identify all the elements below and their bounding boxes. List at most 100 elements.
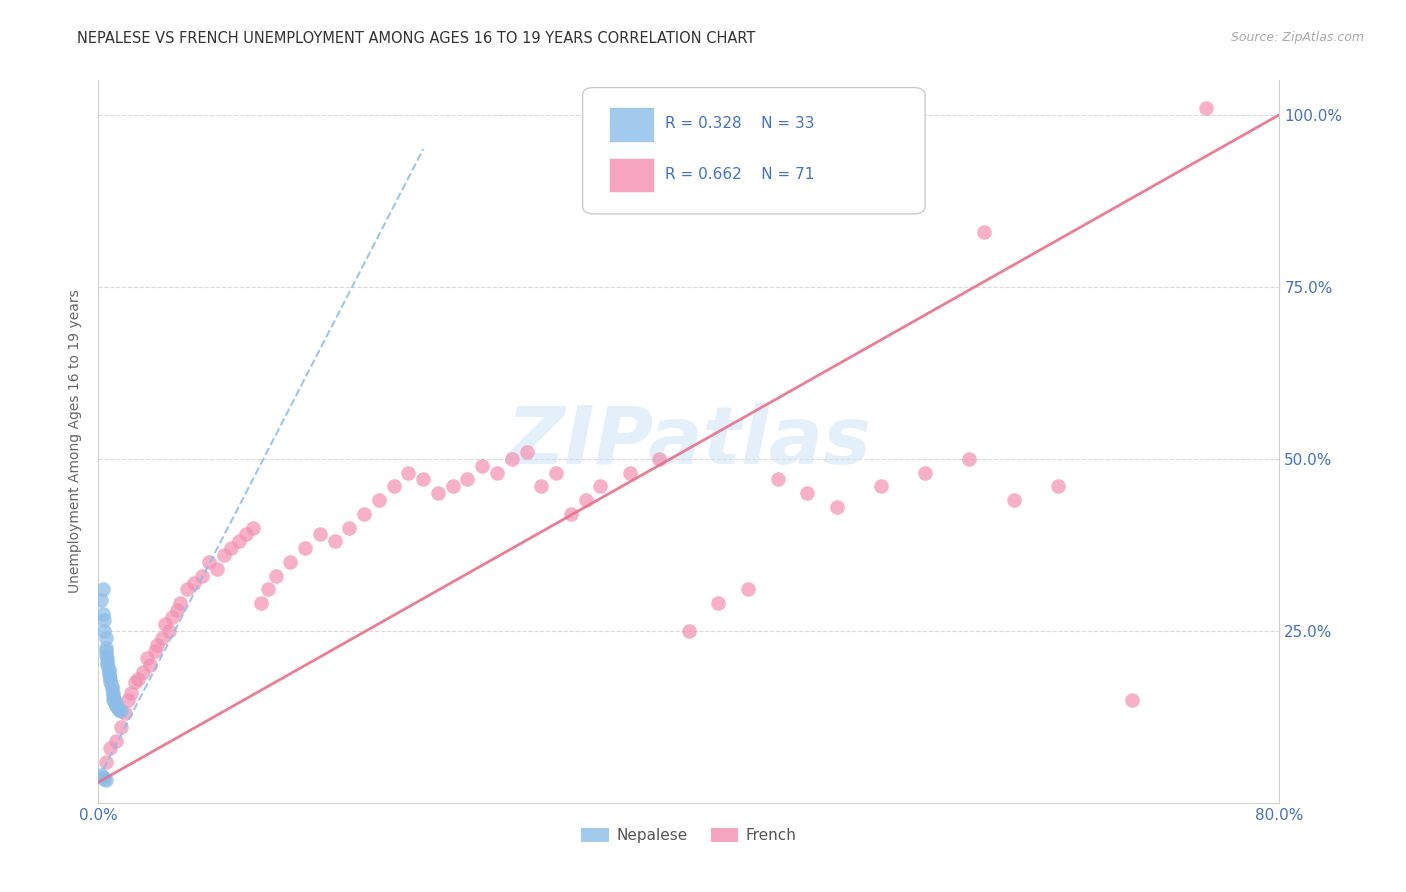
Point	[150, 631, 173, 645]
Point	[280, 555, 302, 569]
Point	[98, 672, 121, 686]
Point	[250, 596, 273, 610]
Point	[1121, 692, 1143, 706]
Point	[105, 699, 128, 714]
Point	[169, 596, 191, 610]
Point	[93, 772, 115, 786]
Point	[501, 451, 523, 466]
Point	[96, 655, 118, 669]
Point	[589, 479, 612, 493]
Point	[176, 582, 198, 597]
Point	[104, 696, 127, 710]
Y-axis label: Unemployment Among Ages 16 to 19 years: Unemployment Among Ages 16 to 19 years	[69, 290, 83, 593]
Point	[94, 648, 117, 662]
Point	[1046, 479, 1070, 493]
Point	[530, 479, 553, 493]
Point	[97, 668, 120, 682]
Point	[162, 610, 183, 624]
Point	[183, 575, 205, 590]
Point	[309, 527, 332, 541]
Point	[191, 568, 214, 582]
Point	[766, 472, 789, 486]
Point	[132, 665, 155, 679]
Point	[412, 472, 434, 486]
Point	[90, 592, 112, 607]
Point	[737, 582, 759, 597]
Point	[127, 672, 149, 686]
Point	[205, 562, 228, 576]
Point	[166, 603, 188, 617]
Point	[157, 624, 180, 638]
Point	[94, 773, 117, 788]
Point	[94, 640, 117, 655]
Point	[870, 479, 893, 493]
Point	[96, 651, 118, 665]
Text: R = 0.662    N = 71: R = 0.662 N = 71	[665, 167, 814, 182]
Point	[103, 686, 125, 700]
Point	[486, 466, 509, 480]
Point	[353, 507, 375, 521]
Point	[110, 720, 132, 734]
Point	[90, 768, 112, 782]
Point	[94, 755, 117, 769]
Point	[143, 644, 166, 658]
Point	[212, 548, 235, 562]
Point	[398, 466, 420, 480]
Point	[235, 527, 257, 541]
Point	[93, 614, 115, 628]
Point	[264, 568, 287, 582]
Point	[114, 706, 136, 721]
Text: R = 0.328    N = 33: R = 0.328 N = 33	[665, 116, 815, 131]
Point	[339, 520, 361, 534]
Point	[100, 682, 122, 697]
Point	[973, 225, 995, 239]
Point	[575, 493, 598, 508]
Point	[98, 740, 121, 755]
Point	[619, 466, 641, 480]
Point	[228, 534, 250, 549]
FancyBboxPatch shape	[609, 107, 654, 142]
Text: NEPALESE VS FRENCH UNEMPLOYMENT AMONG AGES 16 TO 19 YEARS CORRELATION CHART: NEPALESE VS FRENCH UNEMPLOYMENT AMONG AG…	[77, 31, 755, 46]
Point	[441, 479, 464, 493]
Point	[93, 624, 115, 638]
Point	[796, 486, 818, 500]
Point	[91, 770, 114, 784]
Point	[94, 631, 117, 645]
Point	[678, 624, 700, 638]
Point	[707, 596, 730, 610]
Point	[1002, 493, 1025, 508]
Point	[120, 686, 142, 700]
Legend: Nepalese, French: Nepalese, French	[575, 822, 803, 849]
Point	[914, 466, 936, 480]
Point	[294, 541, 316, 556]
Point	[368, 493, 391, 508]
Point	[221, 541, 243, 556]
Point	[959, 451, 981, 466]
Point	[117, 692, 139, 706]
Point	[648, 451, 671, 466]
Point	[98, 675, 121, 690]
Point	[323, 534, 346, 549]
Text: ZIPatlas: ZIPatlas	[506, 402, 872, 481]
Point	[108, 703, 131, 717]
Point	[110, 704, 132, 718]
Point	[97, 665, 120, 679]
Point	[257, 582, 280, 597]
Point	[107, 701, 129, 715]
Point	[136, 651, 159, 665]
Point	[96, 658, 118, 673]
Point	[382, 479, 405, 493]
Point	[105, 734, 128, 748]
Point	[91, 607, 114, 621]
Text: Source: ZipAtlas.com: Source: ZipAtlas.com	[1230, 31, 1364, 45]
Point	[103, 692, 125, 706]
Point	[100, 679, 122, 693]
Point	[560, 507, 582, 521]
Point	[91, 582, 114, 597]
Point	[97, 662, 120, 676]
Point	[825, 500, 848, 514]
Point	[546, 466, 568, 480]
Point	[103, 689, 125, 703]
Point	[124, 675, 146, 690]
Point	[146, 638, 169, 652]
